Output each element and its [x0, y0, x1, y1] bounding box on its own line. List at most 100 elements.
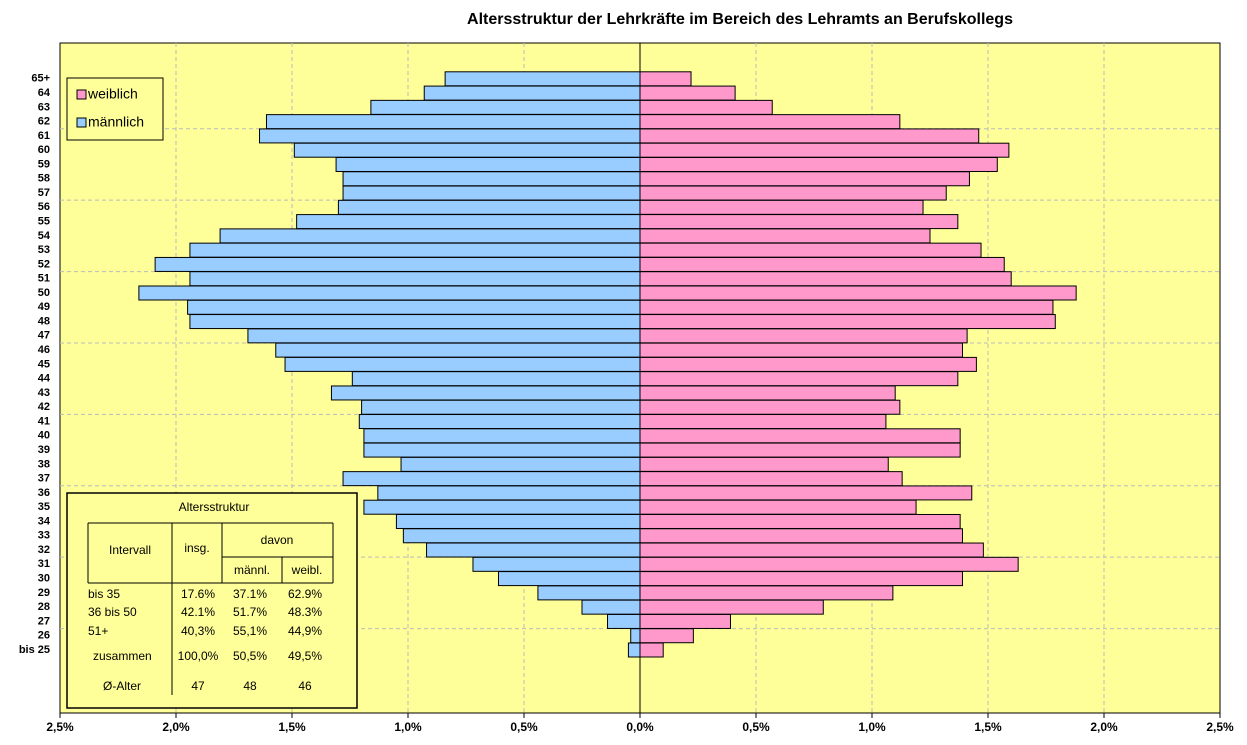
bar — [639, 171, 970, 187]
bar — [363, 499, 641, 515]
bar — [363, 428, 641, 444]
x-tick-label: 1,0% — [394, 720, 422, 734]
bar — [639, 328, 968, 344]
bar — [187, 299, 641, 315]
bar — [639, 485, 973, 501]
bar — [361, 399, 641, 415]
bar — [335, 156, 641, 172]
y-tick-label: 61 — [38, 130, 50, 142]
bar — [275, 342, 641, 358]
y-tick-label: 49 — [38, 301, 50, 313]
bar — [259, 128, 641, 144]
bar — [423, 85, 641, 101]
bar — [639, 371, 959, 387]
table-header: männl. — [234, 563, 270, 577]
x-tick-label: 2,5% — [1206, 720, 1234, 734]
table-cell: 50,5% — [233, 649, 267, 663]
bar — [639, 599, 824, 615]
legend-box — [66, 77, 164, 141]
legend-swatch — [76, 117, 87, 128]
bar — [402, 528, 641, 544]
bar — [639, 128, 980, 144]
bar — [639, 71, 692, 87]
y-tick-label: 55 — [38, 216, 50, 228]
bar — [189, 242, 641, 258]
bar — [189, 271, 641, 287]
bar — [639, 342, 963, 358]
bar — [400, 456, 641, 472]
table-cell: 49,5% — [288, 649, 322, 663]
bar — [154, 256, 641, 272]
bar — [639, 471, 903, 487]
bar — [138, 285, 641, 301]
y-tick-label: 48 — [38, 315, 50, 327]
y-tick-label: 60 — [38, 144, 50, 156]
table-cell: 100,0% — [178, 649, 219, 663]
table-box — [66, 492, 358, 709]
bar — [639, 585, 894, 601]
bar — [639, 528, 963, 544]
bar — [296, 214, 641, 230]
y-tick-label: 47 — [38, 330, 50, 342]
bar — [639, 399, 901, 415]
y-tick-label: 59 — [38, 158, 50, 170]
y-tick-label: 39 — [38, 444, 50, 456]
bar — [395, 513, 641, 529]
y-tick-label: 58 — [38, 173, 50, 185]
y-tick-label: 43 — [38, 387, 50, 399]
table-row-label: 36 bis 50 — [88, 605, 137, 619]
bar — [639, 199, 924, 215]
bar — [330, 385, 641, 401]
bar — [639, 314, 1056, 330]
bar — [293, 142, 641, 158]
bar — [639, 513, 961, 529]
table-cell: 55,1% — [233, 624, 267, 638]
x-tick-label: 0,5% — [510, 720, 538, 734]
y-tick-label: 46 — [38, 344, 50, 356]
x-tick-label: 0,5% — [742, 720, 770, 734]
bar — [370, 99, 641, 115]
bar — [639, 156, 998, 172]
x-tick-label: 2,0% — [162, 720, 190, 734]
table-cell: 17.6% — [181, 587, 215, 601]
y-tick-label: 45 — [38, 358, 50, 370]
bar — [639, 242, 982, 258]
bar — [363, 442, 641, 458]
bar — [342, 471, 641, 487]
y-tick-label: 30 — [38, 573, 50, 585]
y-tick-label: 42 — [38, 401, 50, 413]
bar — [639, 356, 977, 372]
y-tick-label: 32 — [38, 544, 50, 556]
bar — [639, 114, 901, 130]
bar — [639, 542, 984, 558]
bar — [284, 356, 641, 372]
x-tick-label: 2,0% — [1090, 720, 1118, 734]
table-cell: 37.1% — [233, 587, 267, 601]
bar — [639, 271, 1012, 287]
y-tick-label: 27 — [38, 615, 50, 627]
table-header: Intervall — [109, 543, 151, 557]
y-tick-label: 26 — [38, 630, 50, 642]
bar — [639, 142, 1010, 158]
x-tick-label: 2,5% — [46, 720, 74, 734]
table-cell: 46 — [298, 679, 312, 693]
y-tick-label: 44 — [38, 373, 51, 385]
y-tick-label: 34 — [38, 515, 51, 527]
bar — [639, 228, 931, 244]
bar — [351, 371, 641, 387]
bar — [426, 542, 641, 558]
y-tick-label: bis 25 — [19, 644, 50, 656]
bar — [472, 556, 641, 572]
x-tick-label: 0,0% — [626, 720, 654, 734]
bar — [444, 71, 641, 87]
table-cell: 40,3% — [181, 624, 215, 638]
bar — [639, 499, 917, 515]
x-tick-label: 1,5% — [278, 720, 306, 734]
table-row-label: Ø-Alter — [103, 679, 141, 693]
table-cell: 44,9% — [288, 624, 322, 638]
x-tick-label: 1,0% — [858, 720, 886, 734]
bar — [639, 414, 887, 430]
y-tick-label: 40 — [38, 430, 50, 442]
bar — [639, 428, 961, 444]
table-row-label: 51+ — [88, 624, 108, 638]
